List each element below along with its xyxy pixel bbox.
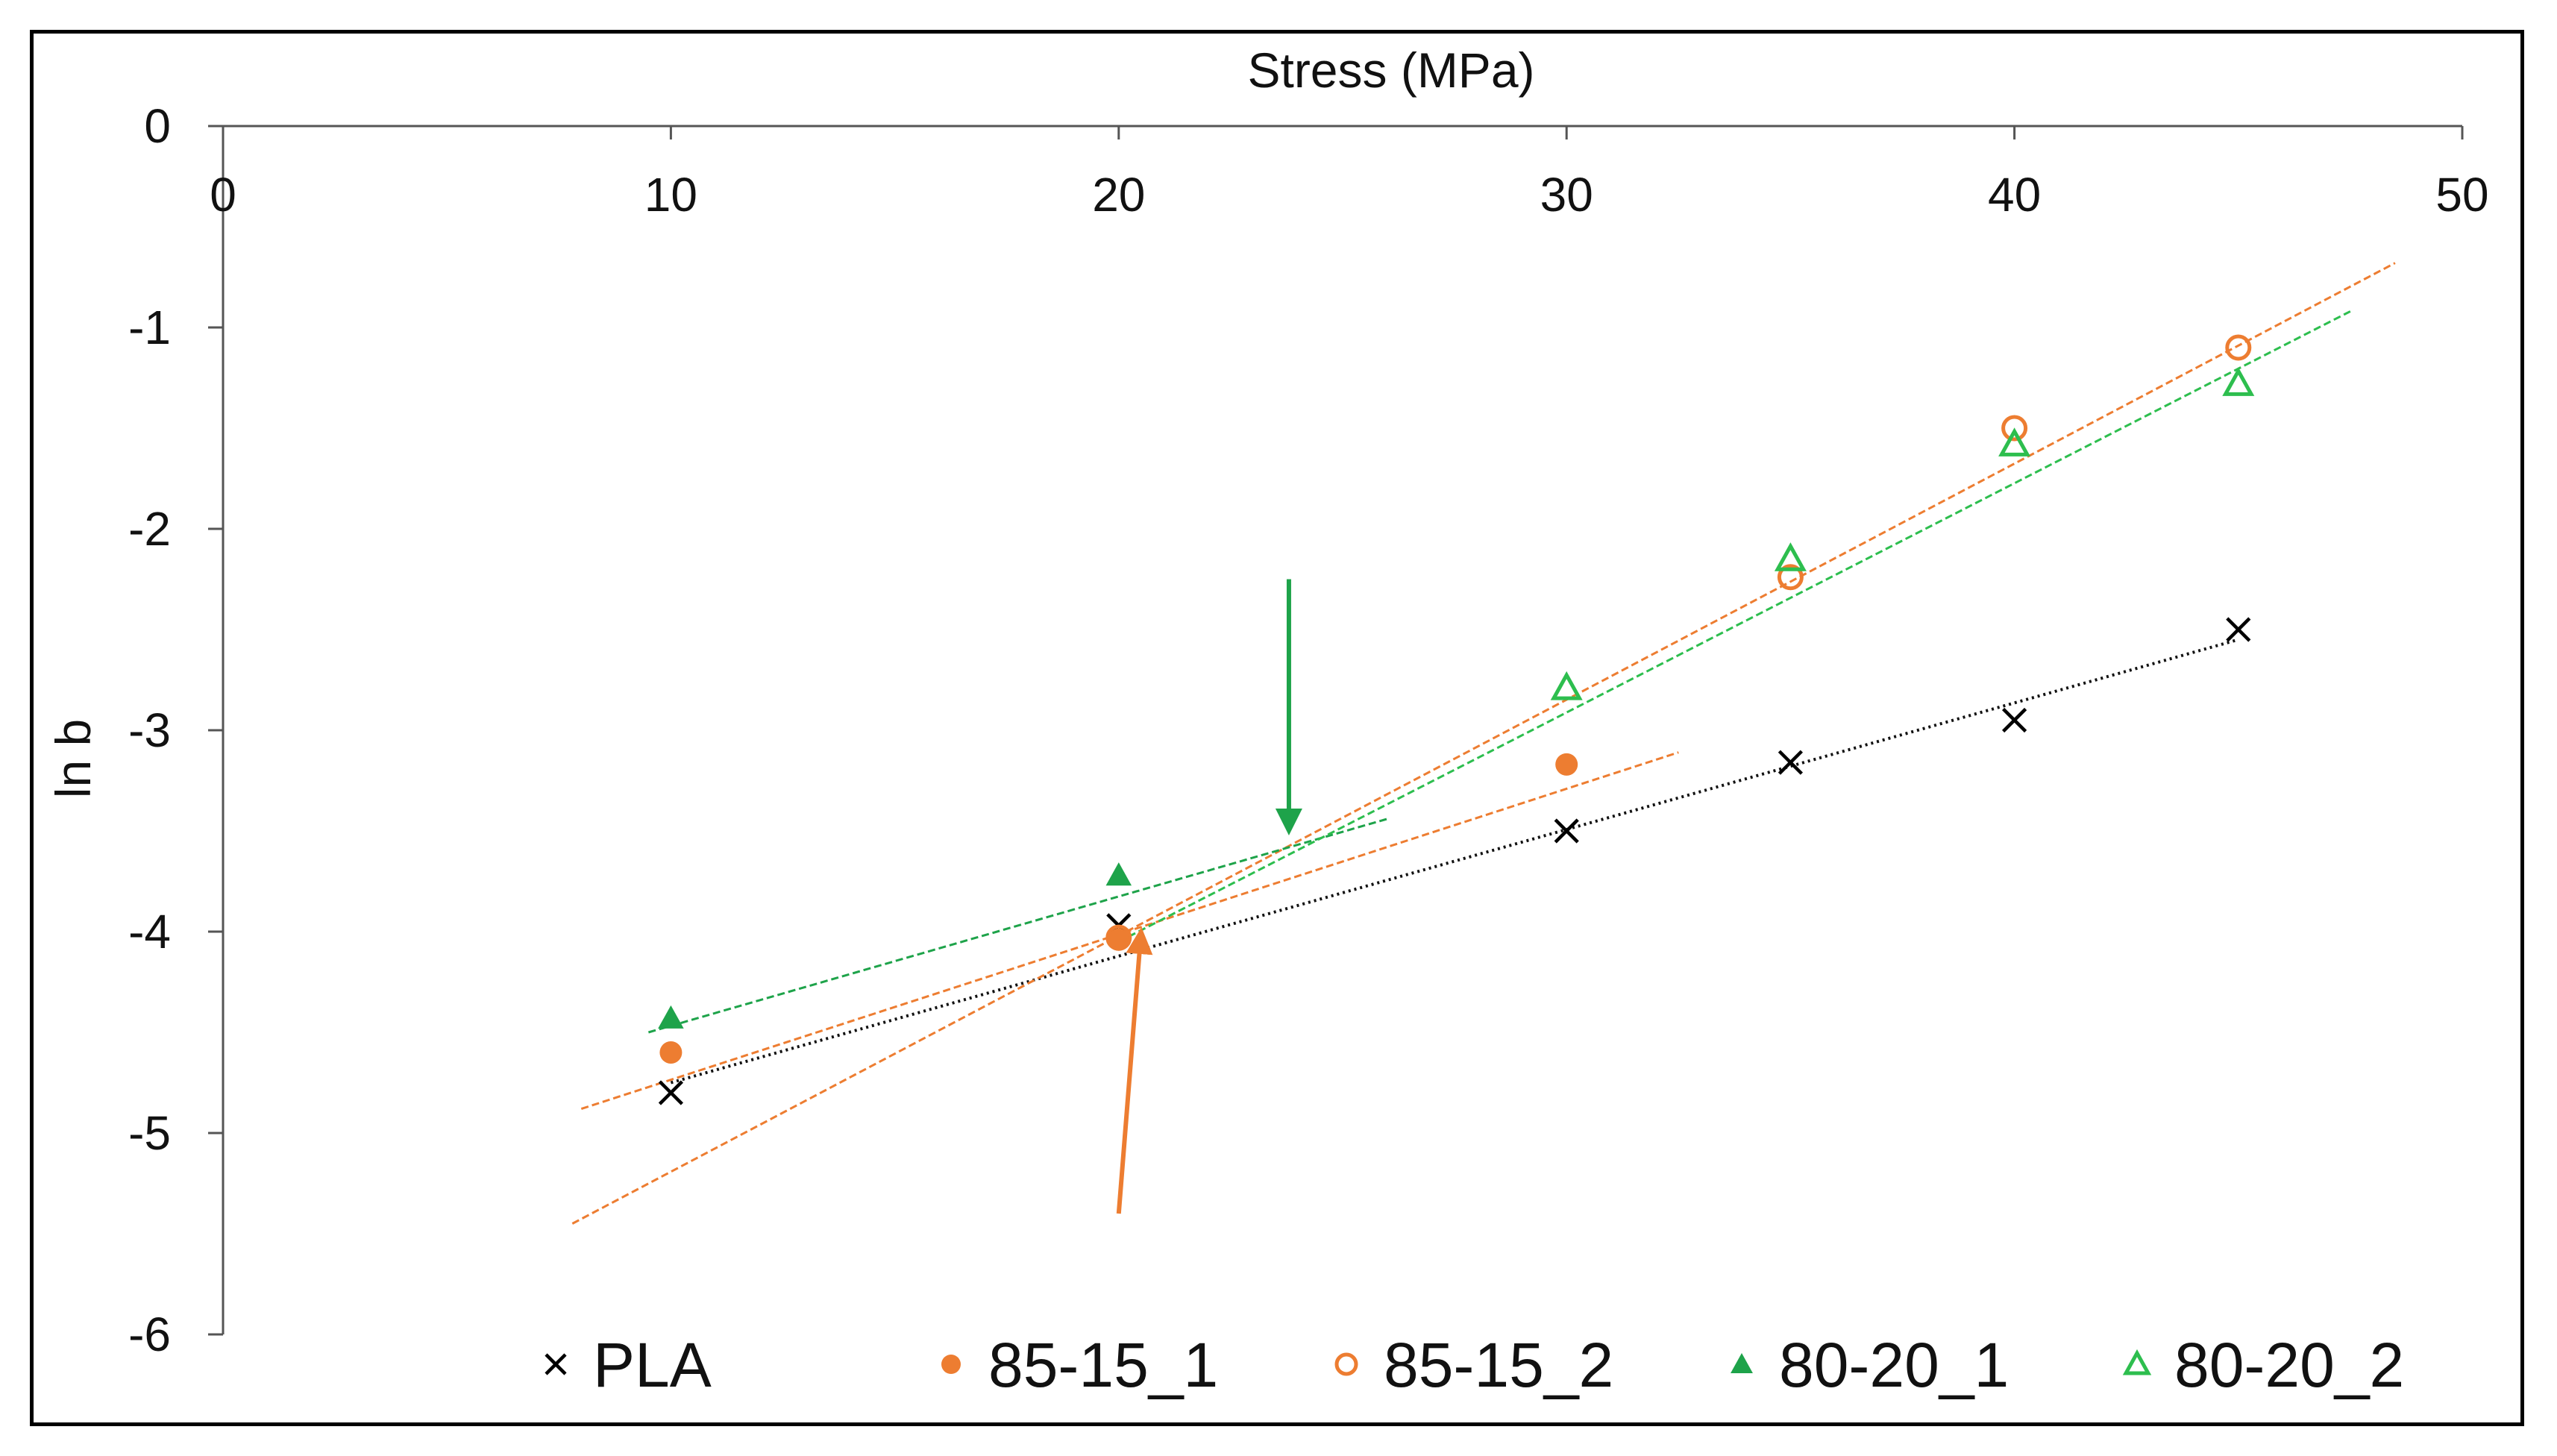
data-point-pla	[1554, 818, 1579, 844]
legend-label: 85-15_1	[988, 1330, 1218, 1400]
data-point-85-15-2	[2001, 415, 2028, 442]
data-point-80-20-2	[1998, 427, 2031, 456]
data-point-80-20-2	[1774, 542, 1807, 571]
data-point-pla	[2226, 617, 2251, 642]
trendline-80-20-2	[1118, 310, 2351, 943]
y-tick-label: -5	[128, 1106, 171, 1160]
data-points	[658, 334, 2255, 1105]
trendline-pla	[670, 638, 2239, 1085]
y-tick-label: -1	[128, 301, 171, 354]
x-tick-label: 30	[1540, 168, 1593, 222]
x-tick-label: 0	[210, 168, 236, 222]
annotation-arrows	[1116, 579, 1302, 1214]
x-tick-label: 40	[1988, 168, 2041, 222]
legend-label: PLA	[593, 1330, 712, 1400]
data-point-85-15-1	[659, 1041, 683, 1064]
data-point-80-20-1	[1105, 862, 1132, 886]
data-point-80-20-2	[2222, 367, 2255, 396]
y-tick-label: -2	[128, 502, 171, 556]
legend: PLA 85-15_1 85-15_2 80-20_1 80-20_2	[545, 1330, 2404, 1400]
legend-marker	[1731, 1353, 1753, 1373]
x-axis-title: Stress (MPa)	[1247, 43, 1534, 98]
trendline-80-20-1	[647, 818, 1388, 1034]
x-tick-label: 50	[2435, 168, 2488, 222]
legend-marker	[2122, 1349, 2152, 1375]
chart-svg: 0 10 20 30 40 50 0 -1 -2 -3 -4 -5 -6 Stress (MPa) l…	[46, 43, 2489, 1400]
trendlines	[571, 262, 2396, 1225]
trendline-85-15-2	[571, 262, 2396, 1225]
y-ticks: 0 -1 -2 -3 -4 -5 -6	[128, 99, 223, 1361]
legend-marker	[941, 1355, 961, 1374]
y-tick-label: -6	[128, 1308, 171, 1361]
chart-frame: 0 10 20 30 40 50 0 -1 -2 -3 -4 -5 -6 Stress (MPa) l…	[30, 30, 2524, 1426]
y-axis-title: ln b	[46, 719, 101, 798]
data-point-80-20-1	[658, 1005, 684, 1029]
data-point-85-15-2	[2225, 334, 2252, 361]
data-point-pla	[658, 1080, 683, 1105]
y-tick-label: -3	[128, 703, 171, 757]
y-tick-label: -4	[128, 905, 171, 958]
x-tick-label: 10	[644, 168, 697, 222]
legend-label: 80-20_1	[1779, 1330, 2009, 1400]
y-tick-label: 0	[144, 99, 171, 153]
legend-marker	[545, 1353, 567, 1375]
data-point-pla	[2002, 707, 2027, 733]
legend-marker	[1334, 1352, 1358, 1376]
data-point-pla	[1778, 750, 1803, 775]
axes: 0 10 20 30 40 50 0 -1 -2 -3 -4 -5 -6	[128, 99, 2489, 1361]
annotation-arrow-2	[1116, 927, 1153, 1214]
x-ticks: 0 10 20 30 40 50	[210, 126, 2489, 222]
data-point-85-15-1	[1555, 753, 1578, 776]
data-point-80-20-2	[1550, 671, 1583, 700]
data-point-85-15-2	[1777, 564, 1804, 591]
x-tick-label: 20	[1092, 168, 1145, 222]
legend-label: 85-15_2	[1384, 1330, 1613, 1400]
legend-label: 80-20_2	[2174, 1330, 2404, 1400]
